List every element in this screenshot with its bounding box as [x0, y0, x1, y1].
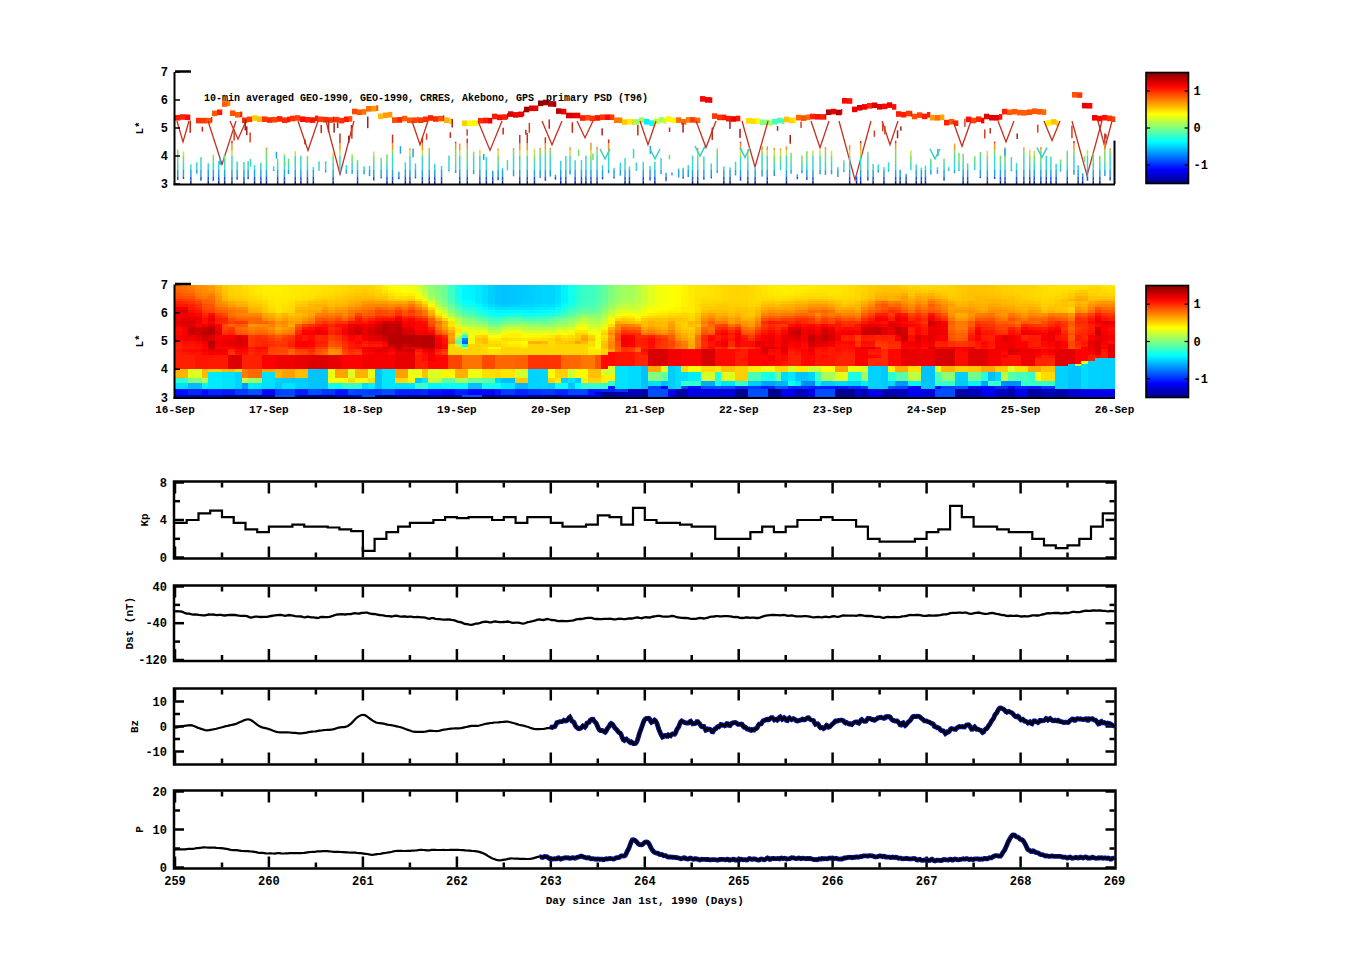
- svg-text:Day since Jan 1st, 1990 (Days): Day since Jan 1st, 1990 (Days): [546, 895, 744, 907]
- svg-text:-1: -1: [1194, 373, 1208, 387]
- svg-text:7: 7: [161, 279, 168, 293]
- svg-text:-120: -120: [138, 654, 167, 668]
- svg-text:-1: -1: [1194, 159, 1208, 173]
- svg-text:0: 0: [1194, 122, 1201, 136]
- svg-text:10: 10: [153, 696, 167, 710]
- svg-text:-40: -40: [145, 617, 167, 631]
- svg-text:259: 259: [164, 875, 186, 889]
- svg-text:0: 0: [160, 862, 167, 876]
- svg-text:0: 0: [160, 552, 167, 566]
- svg-text:6: 6: [161, 94, 168, 108]
- svg-text:24-Sep: 24-Sep: [907, 404, 947, 416]
- svg-text:10: 10: [153, 824, 167, 838]
- svg-text:10-min averaged GEO-1990, GEO-: 10-min averaged GEO-1990, GEO-1990, CRRE…: [204, 93, 648, 104]
- svg-text:1: 1: [1194, 85, 1201, 99]
- svg-text:261: 261: [352, 875, 374, 889]
- svg-text:5: 5: [161, 122, 168, 136]
- svg-text:4: 4: [160, 514, 167, 528]
- svg-text:266: 266: [822, 875, 844, 889]
- svg-text:21-Sep: 21-Sep: [625, 404, 665, 416]
- svg-text:7: 7: [161, 66, 168, 80]
- svg-text:Dst (nT): Dst (nT): [124, 597, 136, 650]
- svg-text:20: 20: [153, 786, 167, 800]
- svg-text:268: 268: [1010, 875, 1032, 889]
- svg-text:269: 269: [1104, 875, 1126, 889]
- svg-text:17-Sep: 17-Sep: [249, 404, 289, 416]
- svg-text:264: 264: [634, 875, 656, 889]
- svg-text:4: 4: [161, 363, 168, 377]
- svg-text:267: 267: [916, 875, 938, 889]
- svg-text:262: 262: [446, 875, 468, 889]
- svg-text:-10: -10: [145, 746, 167, 760]
- svg-text:L*: L*: [134, 334, 146, 347]
- svg-text:4: 4: [161, 150, 168, 164]
- svg-text:Kp: Kp: [139, 513, 151, 527]
- svg-text:40: 40: [153, 581, 167, 595]
- svg-text:6: 6: [161, 307, 168, 321]
- svg-text:23-Sep: 23-Sep: [813, 404, 853, 416]
- svg-text:5: 5: [161, 335, 168, 349]
- svg-text:26-Sep: 26-Sep: [1095, 404, 1135, 416]
- svg-text:19-Sep: 19-Sep: [437, 404, 477, 416]
- svg-text:25-Sep: 25-Sep: [1001, 404, 1041, 416]
- svg-text:Bz: Bz: [129, 720, 141, 733]
- svg-text:18-Sep: 18-Sep: [343, 404, 383, 416]
- svg-text:0: 0: [160, 721, 167, 735]
- svg-text:0: 0: [1194, 336, 1201, 350]
- svg-text:1: 1: [1194, 298, 1201, 312]
- svg-text:8: 8: [160, 477, 167, 491]
- svg-text:P: P: [134, 826, 146, 833]
- svg-text:L*: L*: [134, 121, 146, 134]
- svg-text:22-Sep: 22-Sep: [719, 404, 759, 416]
- svg-text:265: 265: [728, 875, 750, 889]
- svg-text:3: 3: [161, 178, 168, 192]
- svg-text:20-Sep: 20-Sep: [531, 404, 571, 416]
- svg-text:16-Sep: 16-Sep: [155, 404, 195, 416]
- svg-text:263: 263: [540, 875, 562, 889]
- svg-text:260: 260: [258, 875, 280, 889]
